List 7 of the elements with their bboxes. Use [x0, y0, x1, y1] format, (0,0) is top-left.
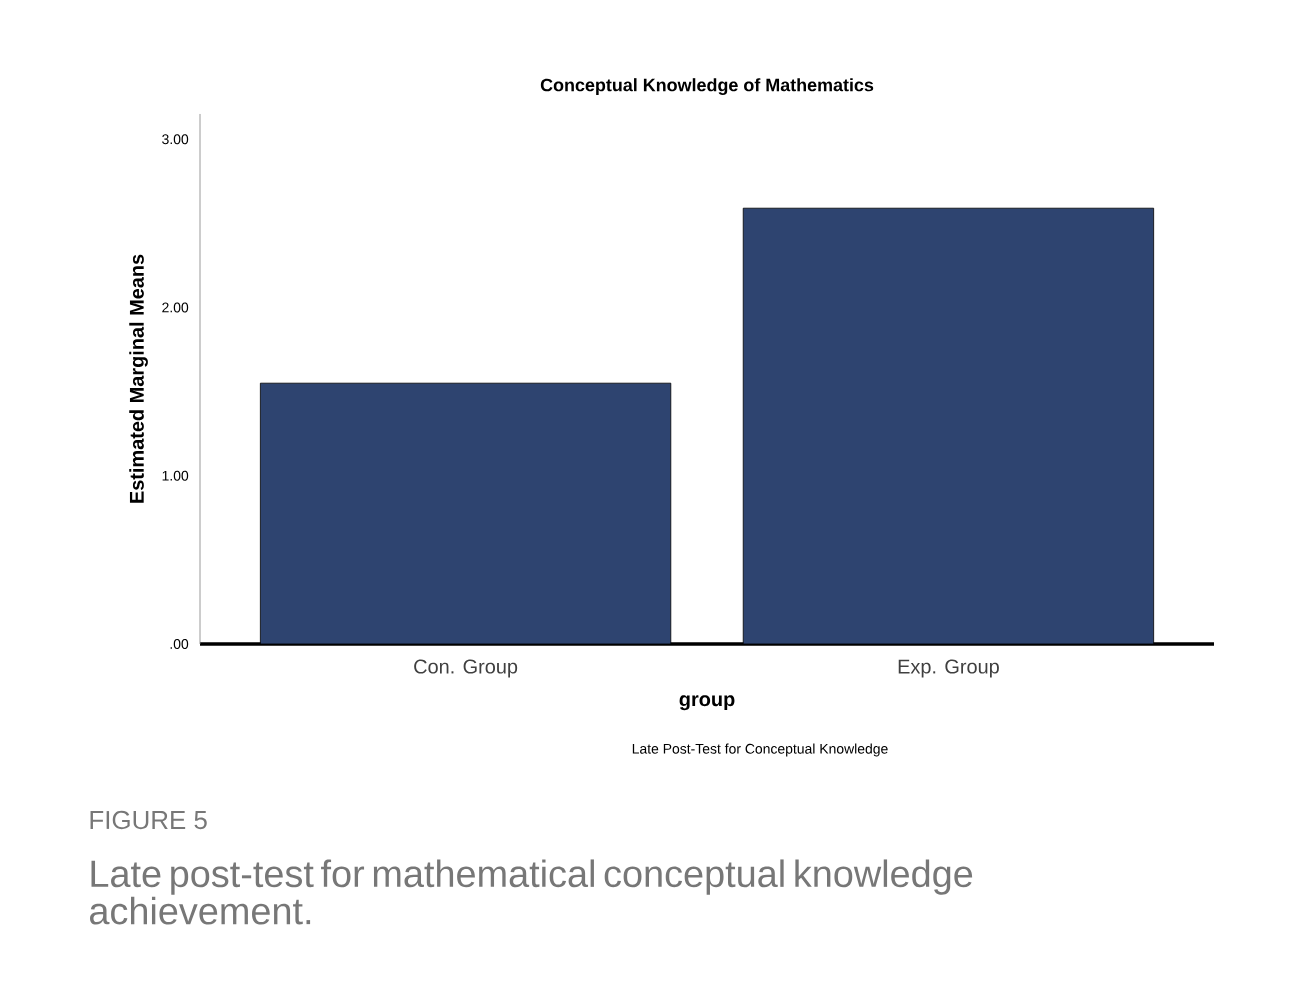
- chart-title: Conceptual Knowledge of Mathematics: [540, 78, 874, 95]
- caption: FIGURE 5: [90, 810, 207, 830]
- y-axis-title: Estimated Marginal Means: [129, 254, 148, 503]
- x-tick-label: Con. Group: [414, 659, 518, 678]
- text: Late post-test for mathematical conceptual knowledge achievement.: [90, 859, 973, 925]
- x-tick-label: Exp. Group: [898, 659, 999, 678]
- x-axis-title: group: [679, 695, 735, 711]
